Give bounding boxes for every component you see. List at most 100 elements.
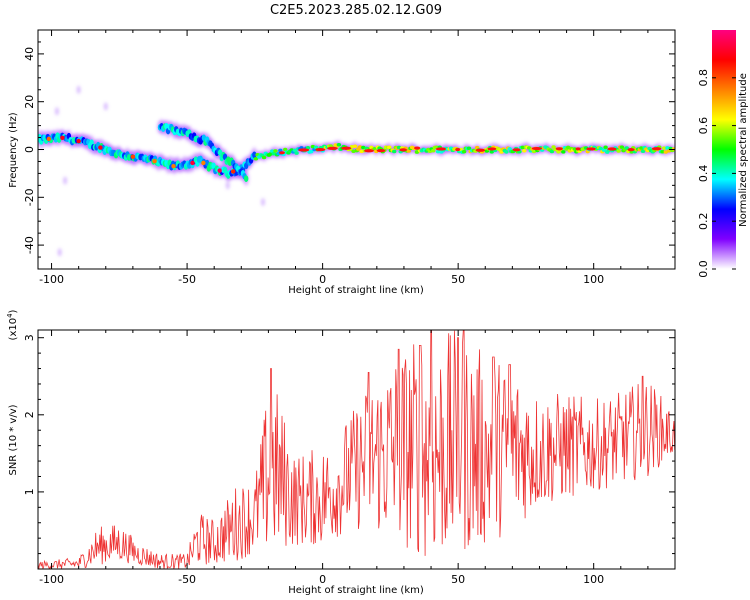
- spectrogram-peak: [130, 154, 136, 159]
- spectrogram-peak: [171, 164, 176, 169]
- spectrogram-peak: [217, 168, 222, 173]
- spectrogram-cell: [520, 145, 525, 150]
- snr-multiplier-suffix: ): [8, 309, 19, 313]
- snr-x-ticks: -100 -50 0 50 100: [39, 330, 676, 586]
- x-tick-label: -50: [178, 573, 196, 586]
- y-tick-label: -40: [23, 236, 36, 254]
- spectrogram-cell: [603, 145, 608, 150]
- colorbar-tick-label: 0.8: [697, 69, 710, 87]
- colorbar-tick-label: 0.4: [697, 165, 710, 183]
- spectrogram-cell: [252, 151, 257, 159]
- snr-frame: [37, 329, 676, 570]
- spectrogram-cell: [640, 149, 646, 153]
- spectrogram-peak: [60, 135, 65, 140]
- x-tick-label: 0: [319, 573, 326, 586]
- snr-multiplier-prefix: (x10: [8, 318, 19, 341]
- x-tick-label: -100: [39, 573, 64, 586]
- spectrogram-scatter-point: [225, 181, 230, 190]
- colorbar: 0.0 0.2 0.4 0.6 0.8 Normalized spectral ampl…: [697, 30, 749, 278]
- snr-multiplier-label: (x104): [6, 309, 19, 340]
- spectrogram-cell: [391, 149, 397, 154]
- y-tick-label: 2: [23, 411, 36, 418]
- x-tick-label: -100: [39, 273, 64, 286]
- spectrogram-cell: [309, 149, 314, 154]
- colorbar-label: Normalized spectral amplitude: [738, 73, 749, 227]
- spectrogram-cell: [566, 145, 571, 150]
- spectrogram-cell: [387, 145, 392, 149]
- spectrogram-cell: [253, 157, 259, 161]
- spectrogram-cell: [461, 149, 467, 154]
- spectrogram-peak: [399, 148, 407, 152]
- spectrogram-cell: [561, 150, 566, 154]
- spectrogram-peak: [341, 146, 352, 150]
- colorbar-tick-label: 0.0: [697, 260, 710, 278]
- snr-y-axis-label: SNR (10 * v/v): [8, 404, 19, 475]
- spectrogram-cell: [639, 146, 644, 150]
- spectrogram-peak: [76, 138, 81, 144]
- spectrogram-cell: [396, 145, 402, 150]
- spectrogram-core: [38, 123, 675, 183]
- spectrogram-marks: [38, 85, 675, 257]
- spectrogram-peak: [607, 147, 617, 151]
- spectrogram-cell: [292, 148, 298, 152]
- colorbar-bar: [712, 30, 736, 269]
- spectrogram-peak: [627, 148, 635, 152]
- spectrogram-peak: [327, 146, 338, 150]
- spectrogram-cell: [504, 150, 509, 154]
- snr-multiplier-exponent: 4: [6, 313, 14, 318]
- colorbar-tick-label: 0.6: [697, 117, 710, 135]
- spectrogram-y-ticks: -40 -20 0 20 40: [23, 29, 675, 270]
- spectrogram-cell: [431, 148, 436, 153]
- x-tick-label: 50: [451, 573, 465, 586]
- spectrogram-peak: [586, 147, 596, 151]
- spectrogram-cell: [507, 147, 512, 151]
- spectrogram-peak: [435, 147, 447, 151]
- spectrogram-panel: -100 -50 0 50 100 -40 -20 0 20 40 Height of stra…: [8, 29, 676, 296]
- spectrogram-scatter-point: [103, 102, 108, 111]
- spectrogram-peak: [190, 160, 195, 166]
- y-tick-label: 3: [23, 334, 36, 341]
- spectrogram-cell: [268, 152, 273, 156]
- colorbar-ticks: 0.0 0.2 0.4 0.6 0.8: [697, 69, 736, 278]
- spectrogram-cell: [619, 145, 625, 149]
- spectrogram-peak: [376, 149, 386, 153]
- spectrogram-cell: [294, 151, 299, 155]
- spectrogram-peak: [512, 148, 521, 152]
- spectrogram-peak: [315, 147, 326, 152]
- spectrogram-peak: [230, 169, 236, 174]
- spectrogram-peak: [201, 160, 206, 166]
- y-tick-label: -20: [23, 188, 36, 206]
- spectrogram-peak: [414, 146, 421, 150]
- spectrogram-cell: [243, 175, 249, 183]
- x-tick-label: 100: [583, 573, 604, 586]
- spectrogram-peak: [531, 146, 543, 151]
- x-tick-label: -50: [178, 273, 196, 286]
- spectrogram-peak: [487, 147, 497, 151]
- spectrogram-cell: [616, 149, 621, 153]
- spectrogram-cell: [489, 150, 494, 154]
- spectrogram-cell: [661, 146, 667, 150]
- snr-y-ticks: 1 2 3: [23, 334, 675, 555]
- spectrogram-cell: [549, 149, 555, 154]
- spectrogram-peak: [364, 149, 374, 153]
- spectrogram-peak: [475, 148, 486, 152]
- chart-title: C2E5.2023.285.02.12.G09: [270, 3, 442, 18]
- spectrogram-cell: [273, 149, 278, 153]
- spectrogram-cell: [522, 149, 527, 153]
- snr-panel: -100 -50 0 50 100 1 2 3 Height of straight lin…: [6, 309, 676, 596]
- x-tick-label: 0: [319, 273, 326, 286]
- spectrogram-cell: [217, 149, 223, 156]
- x-tick-label: 50: [451, 273, 465, 286]
- y-tick-label: 20: [23, 95, 36, 109]
- spectrogram-cell: [406, 149, 412, 153]
- spectrogram-cell: [499, 150, 504, 154]
- spectrogram-peak: [152, 159, 157, 164]
- y-tick-label: 40: [23, 47, 36, 61]
- spectrogram-y-axis-label: Frequency (Hz): [8, 112, 19, 188]
- spectrogram-cell: [305, 146, 311, 150]
- spectrogram-x-axis-label: Height of straight line (km): [288, 285, 424, 296]
- spectrogram-scatter-point: [76, 85, 81, 94]
- spectrogram-cell: [261, 155, 267, 160]
- spectrogram-cell: [660, 149, 665, 154]
